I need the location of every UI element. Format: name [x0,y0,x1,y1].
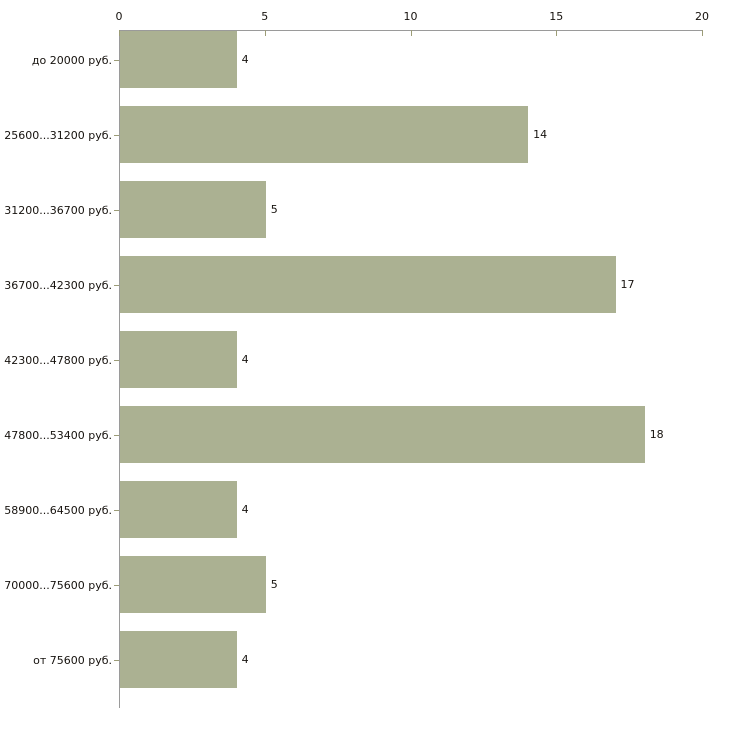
bar-row[interactable]: 42300...47800 руб. 4 [0,331,730,388]
y-axis-line [119,30,120,708]
bar-value-label: 18 [649,427,664,441]
category-label: 42300...47800 руб. [4,353,112,367]
category-label: 47800...53400 руб. [4,428,112,442]
category-label: 31200...36700 руб. [4,203,112,217]
bar-row[interactable]: 36700...42300 руб. 17 [0,256,730,313]
category-label: 25600...31200 руб. [4,128,112,142]
x-axis-tick [556,30,558,36]
bar[interactable] [120,556,266,613]
bar[interactable] [120,256,616,313]
bar[interactable] [120,331,237,388]
x-axis-tick-label: 5 [261,10,269,23]
y-axis-tick [114,134,119,136]
bar[interactable] [120,31,237,88]
bar-row[interactable]: до 20000 руб. 4 [0,31,730,88]
y-axis-tick [114,434,119,436]
bar-row[interactable]: 31200...36700 руб. 5 [0,181,730,238]
y-axis-tick [114,209,119,211]
category-label: до 20000 руб. [31,53,112,67]
category-label: 36700...42300 руб. [4,278,112,292]
x-axis-tick [702,30,703,36]
bar[interactable] [120,481,237,538]
y-axis-tick [114,509,119,511]
bar[interactable] [120,406,645,463]
bar-value-label: 14 [533,127,548,141]
x-axis-tick-label: 20 [695,10,709,23]
bar-value-label: 17 [620,277,635,291]
y-axis-tick [114,659,119,661]
bar-row[interactable]: 47800...53400 руб. 18 [0,406,730,463]
category-label: 58900...64500 руб. [4,503,112,517]
bar[interactable] [120,631,237,688]
bar-value-label: 4 [241,652,249,666]
x-axis-tick [264,30,266,36]
x-axis-tick-label: 10 [403,10,418,23]
y-axis-tick [114,359,119,361]
bar[interactable] [120,106,529,163]
bar-value-label: 4 [241,502,249,516]
y-axis-tick [114,584,119,586]
x-axis-tick-label: 15 [549,10,564,23]
bar[interactable] [120,181,266,238]
x-axis-tick [119,30,120,36]
bar-value-label: 4 [241,352,249,366]
bar-row[interactable]: 58900...64500 руб. 4 [0,481,730,538]
bar-row[interactable]: 70000...75600 руб. 5 [0,556,730,613]
y-axis-tick [114,284,119,286]
x-axis-tick [410,30,412,36]
bar-row[interactable]: 25600...31200 руб. 14 [0,106,730,163]
bar-value-label: 4 [241,52,249,66]
y-axis-tick [114,59,119,61]
bar-row[interactable]: от 75600 руб. 4 [0,631,730,688]
category-label: от 75600 руб. [33,653,112,667]
category-label: 70000...75600 руб. [4,578,112,592]
bar-value-label: 5 [270,577,278,591]
x-axis-tick-label: 0 [115,10,123,23]
bar-value-label: 5 [270,202,278,216]
